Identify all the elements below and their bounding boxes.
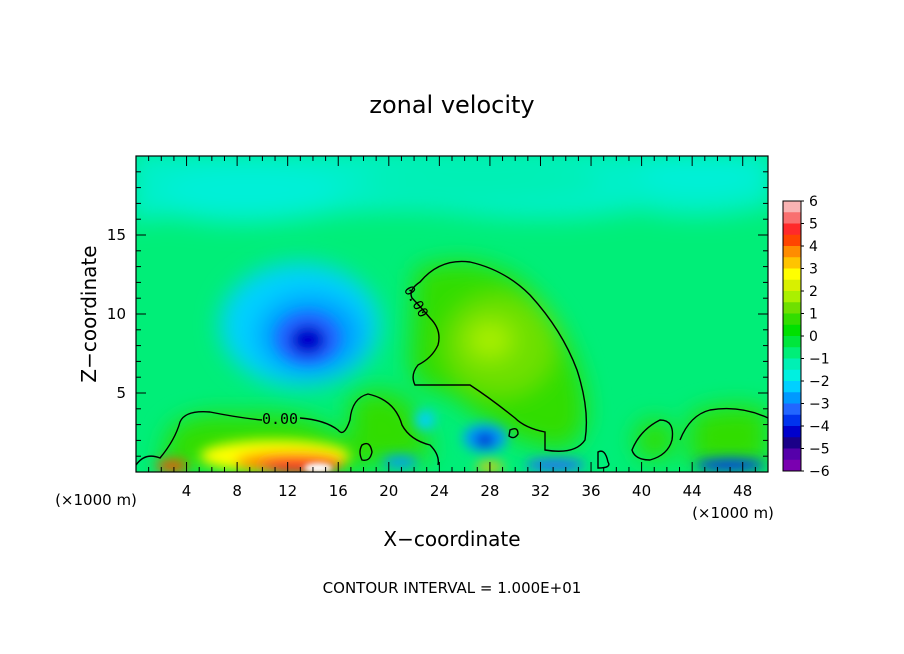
colorbar: 6 5 4 3 2 1 0 −1 −2 −3 −4 −5 −6 (782, 194, 830, 480)
colorbar-tick-label: 5 (809, 217, 818, 233)
colorbar-swatch (783, 381, 801, 393)
x-axis: 4 8 12 16 20 24 28 32 36 40 44 48 (148, 156, 756, 500)
colorbar-swatch (783, 437, 801, 449)
zero-contours (136, 260, 768, 469)
contour-interval-note: CONTOUR INTERVAL = 1.000E+01 (323, 579, 582, 597)
velocity-field (136, 156, 768, 472)
colorbar-swatch (783, 403, 801, 416)
contour-label: 0.00 (262, 410, 298, 428)
colorbar-swatch (783, 313, 801, 326)
colorbar-swatch (783, 279, 801, 292)
colorbar-swatch (783, 201, 801, 213)
colorbar-swatch (783, 234, 801, 247)
y-tick-label: 10 (107, 305, 126, 323)
colorbar-tick-label: −5 (809, 442, 830, 458)
x-tick-label: 44 (683, 482, 702, 500)
colorbar-swatch (783, 426, 801, 438)
colorbar-swatch (783, 358, 801, 371)
colorbar-tick-label: 0 (809, 329, 818, 345)
colorbar-swatch (783, 257, 801, 269)
colorbar-swatch (783, 212, 801, 224)
x-tick-label: 36 (581, 482, 600, 500)
colorbar-swatch (783, 448, 801, 461)
colorbar-tick-label: −6 (809, 464, 830, 480)
colorbar-tick-label: 6 (809, 194, 818, 210)
x-tick-label: 16 (329, 482, 348, 500)
colorbar-swatch (783, 223, 801, 236)
colorbar-tick-label: 3 (809, 262, 818, 278)
colorbar-swatch (783, 268, 801, 281)
colorbar-swatch (783, 291, 801, 303)
colorbar-tick-label: −3 (809, 397, 830, 413)
colorbar-tick-label: 4 (809, 239, 818, 255)
x-tick-label: 24 (430, 482, 449, 500)
colorbar-tick-label: −2 (809, 374, 830, 390)
x-unit-left: (×1000 m) (55, 491, 137, 509)
y-axis-label: Z−coordinate (77, 245, 101, 382)
x-tick-label: 32 (531, 482, 550, 500)
colorbar-tick-label: 2 (809, 284, 818, 300)
x-tick-label: 12 (278, 482, 297, 500)
x-unit-right: (×1000 m) (692, 504, 774, 522)
colorbar-swatch (783, 347, 801, 359)
x-tick-label: 8 (232, 482, 242, 500)
y-tick-label: 5 (116, 384, 126, 402)
colorbar-swatch (783, 459, 801, 472)
colorbar-swatch (783, 302, 801, 314)
colorbar-swatch (783, 324, 801, 337)
colorbar-tick-label: −4 (809, 419, 830, 435)
chart-title: zonal velocity (369, 91, 534, 119)
colorbar-swatch (783, 336, 801, 348)
x-tick-label: 28 (480, 482, 499, 500)
colorbar-swatch (783, 369, 801, 382)
x-tick-label: 48 (733, 482, 752, 500)
x-tick-label: 20 (379, 482, 398, 500)
y-axis: 5 10 15 (107, 171, 768, 457)
colorbar-swatch (783, 246, 801, 258)
x-tick-label: 40 (632, 482, 651, 500)
colorbar-swatch (783, 392, 801, 404)
colorbar-tick-label: −1 (809, 352, 830, 368)
y-tick-label: 15 (107, 226, 126, 244)
x-axis-label: X−coordinate (383, 527, 520, 551)
colorbar-tick-label: 1 (809, 307, 818, 323)
colorbar-swatch (783, 414, 801, 427)
x-tick-label: 4 (182, 482, 192, 500)
